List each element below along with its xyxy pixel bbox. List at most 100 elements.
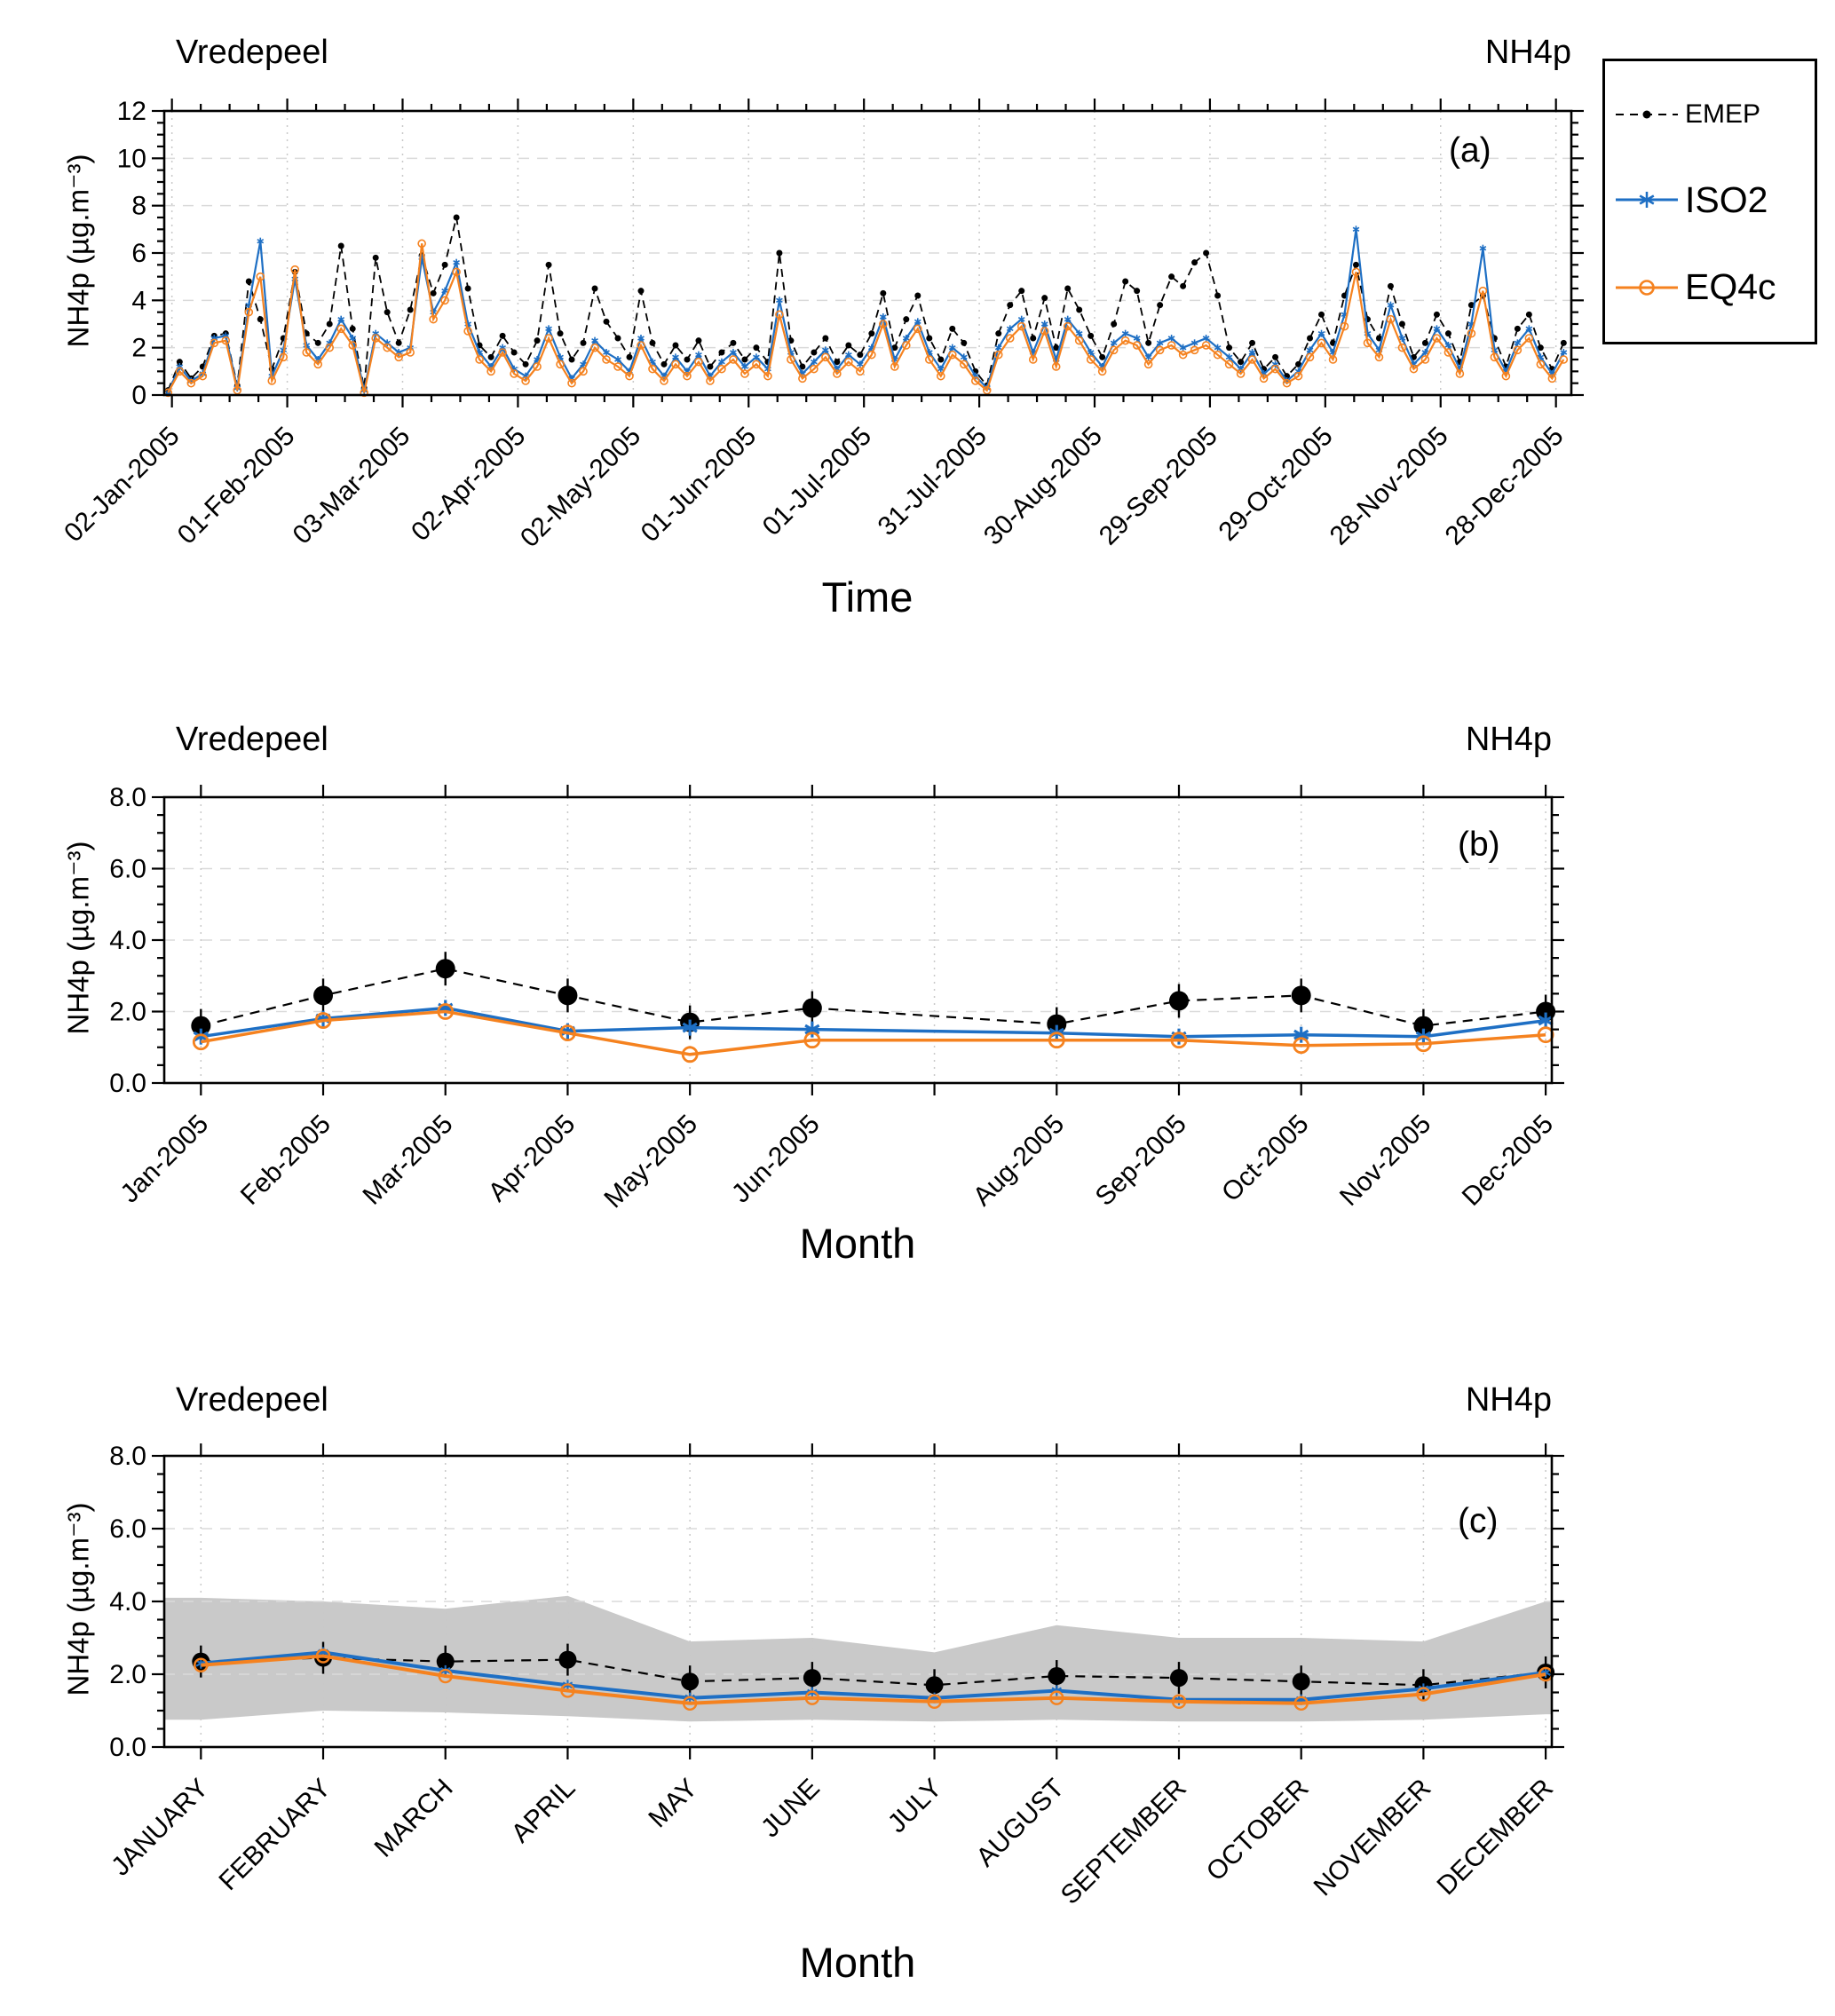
marker-EMEP [435,959,455,979]
marker-EMEP [880,289,887,296]
marker-EQ4c [463,327,472,336]
marker-ISO2 [1179,344,1187,351]
marker-ISO2 [430,309,438,315]
marker-EQ4c [1171,1694,1187,1709]
marker-EQ4c [1016,321,1026,331]
marker-EMEP [1292,1672,1310,1691]
x-tick-label: Dec-2005 [1457,1110,1559,1212]
marker-ISO2 [545,326,552,332]
marker-ISO2 [914,319,921,325]
marker-EMEP [730,339,737,346]
marker-EQ4c [1409,364,1419,374]
panel-b-x-axis-title: Month [799,1220,916,1267]
marker-EMEP [1291,985,1311,1006]
x-tick-label: Feb-2005 [235,1110,336,1211]
marker-EMEP [1413,1016,1434,1036]
x-tick-label: 02-Apr-2005 [406,422,531,547]
marker-ISO2 [1202,336,1210,341]
marker-EQ4c [475,355,484,364]
marker-EQ4c [927,1694,942,1709]
eq4c-circle-marker-icon [1639,280,1655,296]
marker-EMEP [961,339,968,346]
marker-EMEP [903,316,910,323]
marker-EMEP [522,360,529,368]
marker-EMEP [811,349,818,356]
marker-ISO2 [718,359,725,365]
marker-ISO2 [948,344,956,351]
marker-EQ4c [1293,1037,1310,1055]
marker-ISO2 [337,316,345,322]
marker-EMEP [1191,259,1198,266]
marker-EQ4c [233,385,242,395]
marker-EQ4c [1328,355,1338,364]
x-tick-label: MAY [643,1774,703,1834]
marker-EMEP [1018,288,1025,295]
marker-EMEP [1307,335,1314,342]
panel-c-species-label: NH4p [1465,1381,1552,1419]
marker-EMEP [995,330,1002,337]
marker-EQ4c [559,1024,576,1042]
marker-EQ4c [1397,343,1407,352]
panel-a-y-axis-title: NH4p (µg.m⁻³) [61,154,95,348]
marker-EQ4c [348,341,357,350]
marker-ISO2 [804,1024,820,1035]
marker-EQ4c [982,385,992,395]
marker-EQ4c [1415,1035,1432,1053]
marker-EQ4c [1005,334,1015,343]
marker-EQ4c [1051,362,1061,371]
marker-EQ4c [560,1683,575,1698]
marker-ISO2 [1525,326,1533,332]
panel-c-site-label: Vredepeel [176,1381,328,1419]
marker-EQ4c [804,1690,820,1705]
marker-EQ4c [244,307,254,317]
x-tick-label: FEBRUARY [214,1774,336,1896]
x-tick-label: 29-Sep-2005 [1094,422,1223,551]
marker-EMEP [649,339,656,346]
marker-ISO2 [844,352,852,358]
marker-EQ4c [521,376,530,385]
marker-EQ4c [192,1033,210,1051]
marker-EMEP [1375,335,1382,342]
marker-ISO2 [1560,350,1568,355]
marker-EMEP [1076,306,1083,313]
marker-ISO2 [672,354,679,360]
marker-EQ4c [1049,1690,1064,1705]
marker-EMEP [753,344,760,352]
marker-ISO2 [1214,344,1222,351]
marker-EQ4c [1416,1687,1431,1702]
marker-EMEP [937,356,945,363]
y-tick-label: 0 [131,381,146,410]
marker-EQ4c [1270,364,1280,374]
marker-ISO2 [453,259,460,265]
marker-EMEP [372,254,379,261]
marker-ISO2 [1433,326,1441,332]
marker-ISO2 [1398,336,1406,341]
x-tick-label: JANUARY [106,1774,214,1882]
marker-EQ4c [803,1032,821,1049]
x-tick-label: 01-Jun-2005 [636,422,762,548]
marker-EQ4c [993,350,1003,360]
marker-EQ4c [947,350,957,360]
marker-EQ4c [1386,314,1396,324]
marker-EQ4c [315,1648,331,1664]
marker-EMEP [1398,320,1405,328]
marker-ISO2 [902,336,910,341]
y-tick-label: 2.0 [109,1660,146,1689]
x-tick-label: May-2005 [598,1110,703,1214]
marker-EMEP [1352,261,1359,268]
marker-EQ4c [1547,374,1557,383]
marker-EQ4c [1443,348,1453,357]
marker-EQ4c [1559,355,1569,364]
marker-EQ4c [1048,1032,1065,1049]
panel-c-x-axis-title: Month [799,1939,916,1986]
marker-ISO2 [637,336,645,341]
x-tick-label: 30-Aug-2005 [978,422,1108,551]
marker-EMEP [1134,288,1141,295]
y-tick-label: 12 [117,97,146,126]
marker-EQ4c [706,376,715,385]
marker-EQ4c [660,376,668,385]
marker-EQ4c [1236,369,1246,378]
panel-a-x-axis-title: Time [821,573,914,621]
series-line-ISO2 [167,229,1565,393]
marker-ISO2 [1479,245,1487,251]
